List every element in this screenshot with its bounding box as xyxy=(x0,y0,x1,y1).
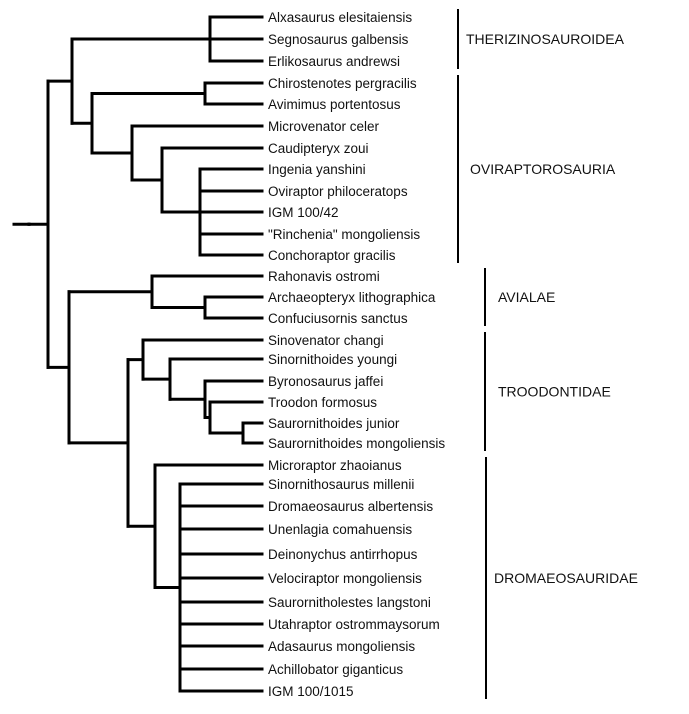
taxon-label: Saurornithoides mongoliensis xyxy=(268,436,445,451)
taxon-label: Dromaeosaurus albertensis xyxy=(268,499,433,514)
taxon-label: Adasaurus mongoliensis xyxy=(268,639,415,654)
taxon-label: Archaeopteryx lithographica xyxy=(268,290,436,305)
taxon-label: Velociraptor mongoliensis xyxy=(268,571,422,586)
taxon-label: IGM 100/42 xyxy=(268,205,339,220)
taxon-label: Segnosaurus galbensis xyxy=(268,32,409,47)
taxon-label: Microvenator celer xyxy=(268,119,380,134)
tree-branches xyxy=(12,15,264,693)
taxon-label: Saurornithoides junior xyxy=(268,416,400,431)
clade-label: TROODONTIDAE xyxy=(498,384,611,400)
taxon-label: Sinovenator changi xyxy=(268,333,384,348)
taxon-label: "Rinchenia" mongoliensis xyxy=(268,227,420,242)
taxon-label: Saurornitholestes langstoni xyxy=(268,595,431,610)
taxon-label: Chirostenotes pergracilis xyxy=(268,76,417,91)
taxon-label: Achillobator giganticus xyxy=(268,662,403,677)
taxon-label: IGM 100/1015 xyxy=(268,684,354,699)
taxon-label: Byronosaurus jaffei xyxy=(268,374,383,389)
clade-label: OVIRAPTOROSAURIA xyxy=(470,161,616,177)
taxon-label: Unenlagia comahuensis xyxy=(268,522,412,537)
clade-brackets: THERIZINOSAUROIDEA OVIRAPTOROSAURIA AVIALA… xyxy=(457,9,638,699)
taxon-label: Erlikosaurus andrewsi xyxy=(268,54,400,69)
clade-label: THERIZINOSAUROIDEA xyxy=(466,31,625,47)
taxon-label: Sinornithosaurus millenii xyxy=(268,477,414,492)
clade-label: AVIALAE xyxy=(498,289,555,305)
taxon-label: Alxasaurus elesitaiensis xyxy=(268,10,412,25)
taxon-label: Utahraptor ostrommaysorum xyxy=(268,617,440,632)
taxon-label: Deinonychus antirrhopus xyxy=(268,547,418,562)
taxon-label: Ingenia yanshini xyxy=(268,162,366,177)
clade-label: DROMAEOSAURIDAE xyxy=(494,570,638,586)
taxon-label: Troodon formosus xyxy=(268,395,377,410)
taxon-label: Confuciusornis sanctus xyxy=(268,311,408,326)
taxon-label: Microraptor zhaoianus xyxy=(268,458,402,473)
taxon-label: Oviraptor philoceratops xyxy=(268,184,408,199)
taxon-labels: Alxasaurus elesitaiensis Segnosaurus galb… xyxy=(268,10,445,699)
taxon-label: Caudipteryx zoui xyxy=(268,141,369,156)
taxon-label: Sinornithoides youngi xyxy=(268,352,397,367)
taxon-label: Conchoraptor gracilis xyxy=(268,248,396,263)
taxon-label: Rahonavis ostromi xyxy=(268,269,380,284)
taxon-label: Avimimus portentosus xyxy=(268,97,401,112)
